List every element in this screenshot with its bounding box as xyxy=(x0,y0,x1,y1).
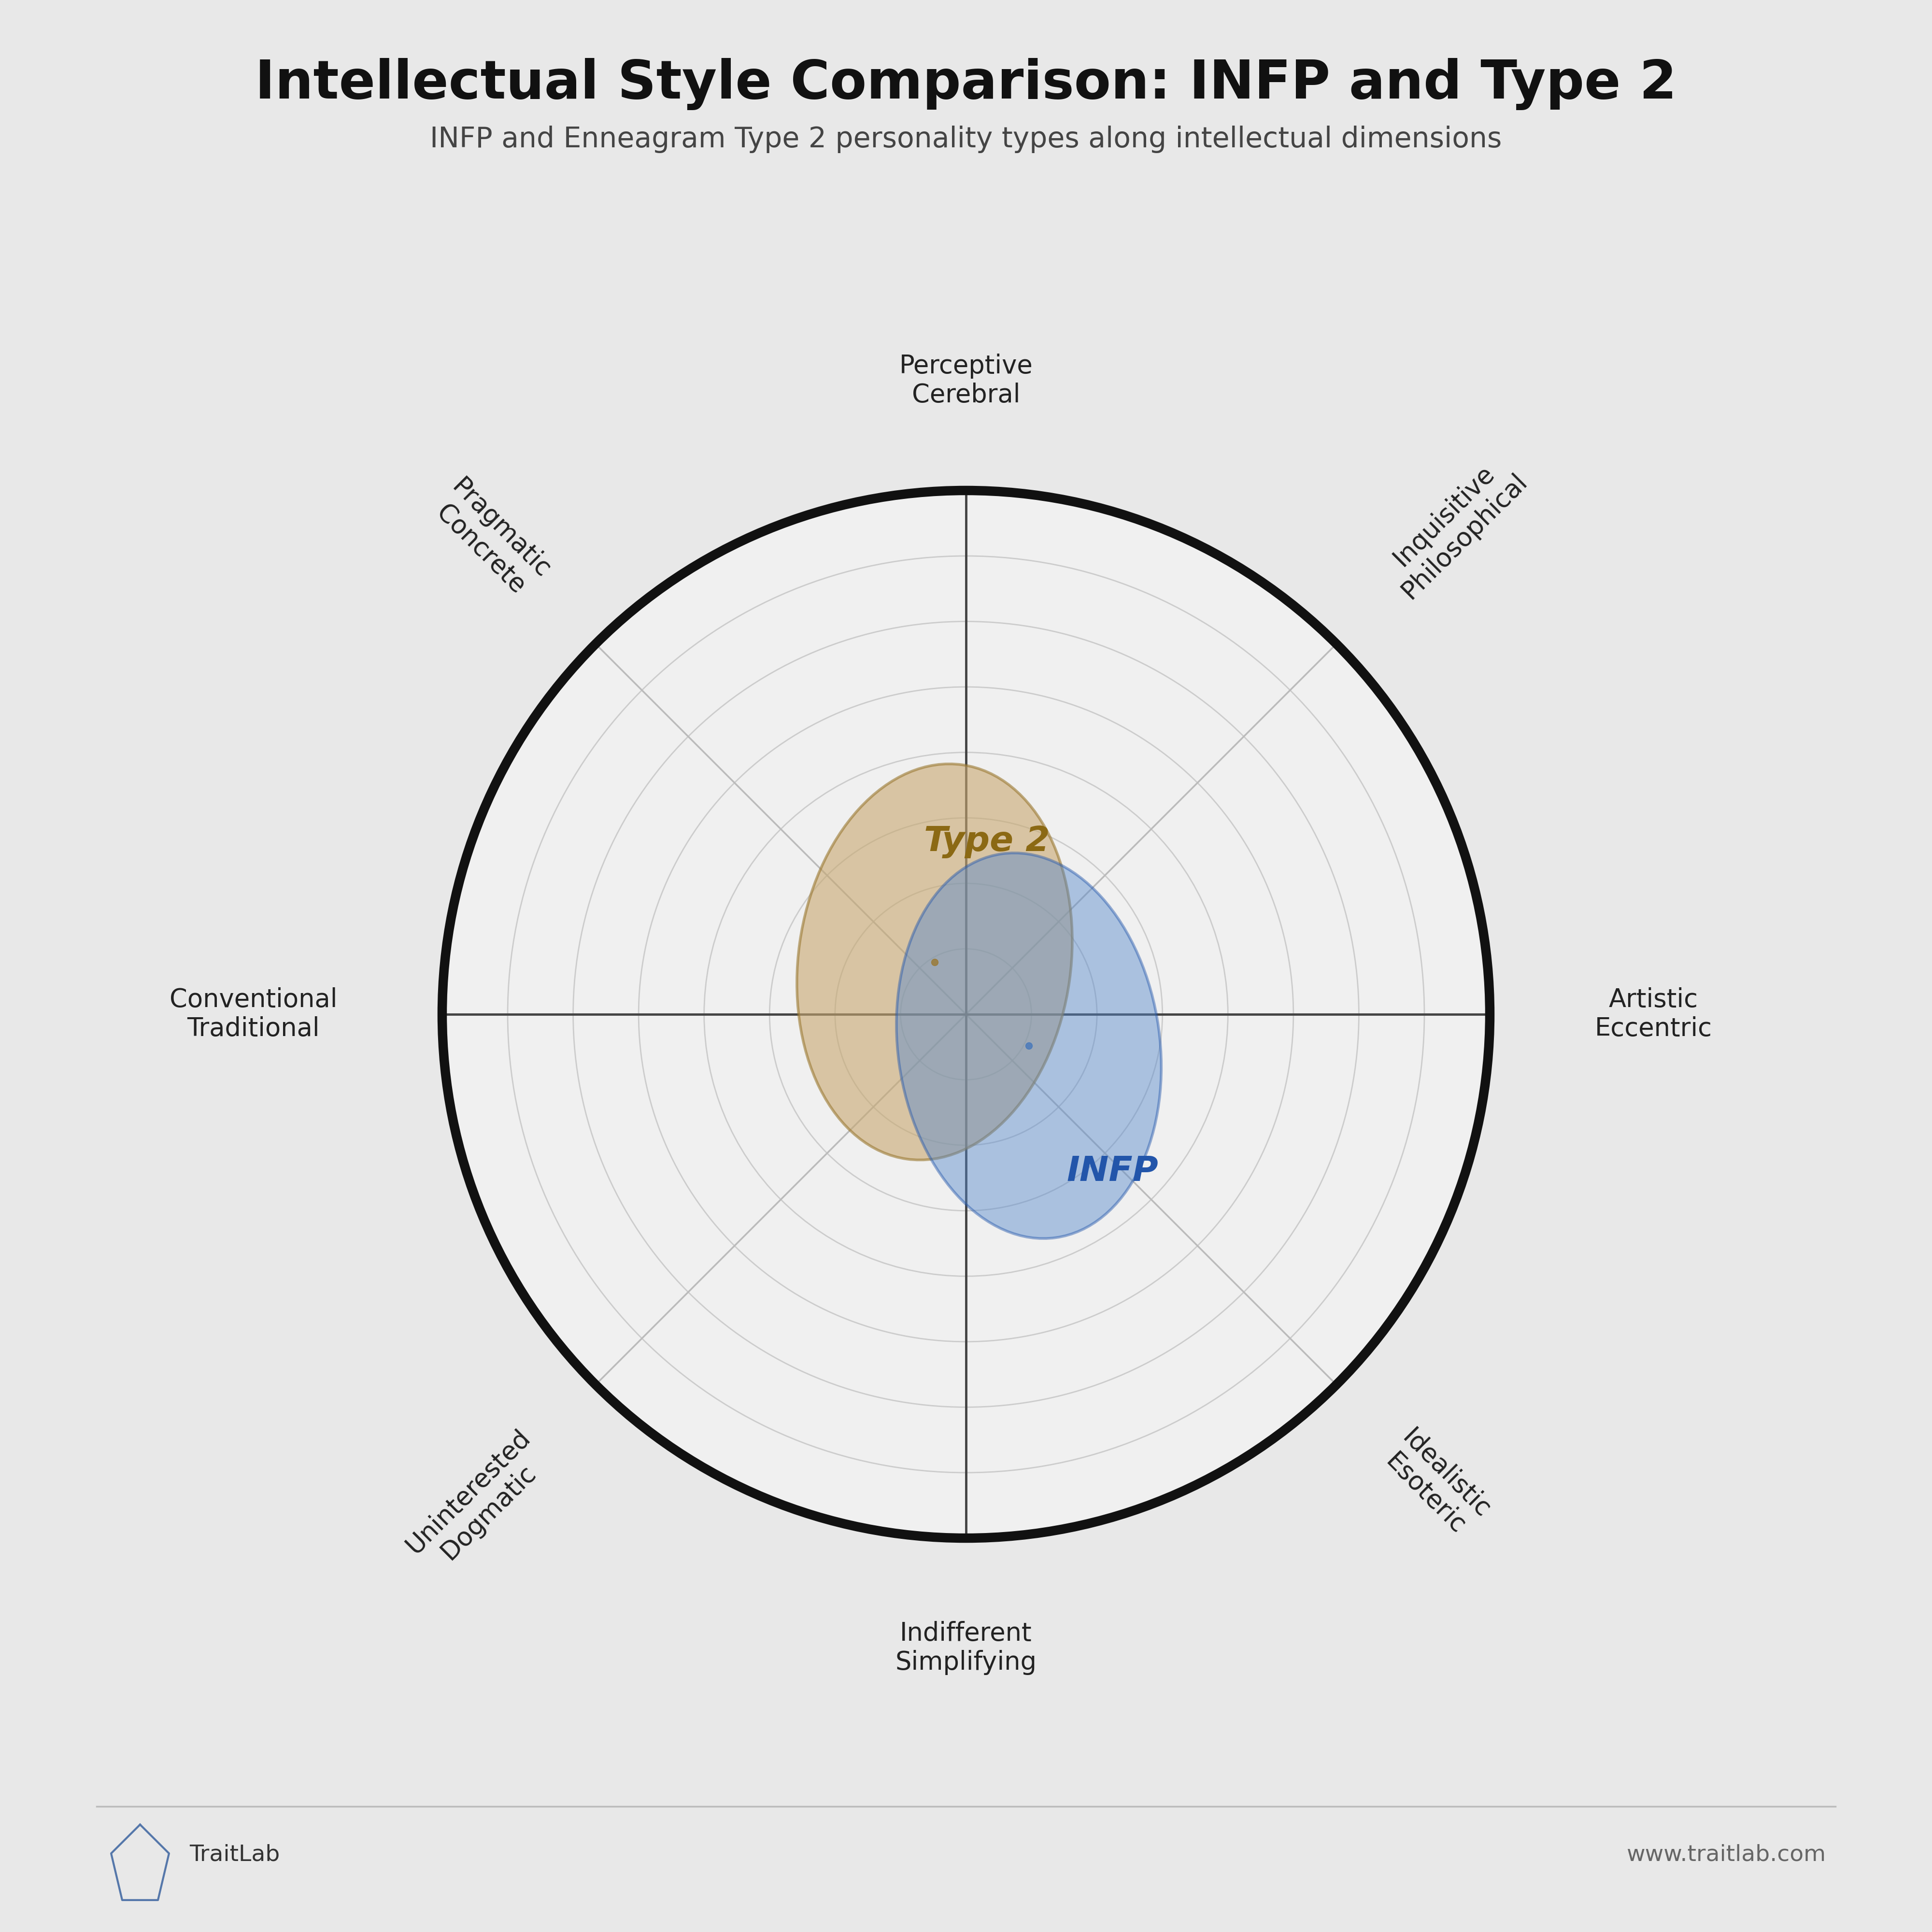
Ellipse shape xyxy=(896,852,1161,1238)
Text: Inquisitive
Philosophical: Inquisitive Philosophical xyxy=(1376,448,1532,605)
Text: Artistic
Eccentric: Artistic Eccentric xyxy=(1594,987,1712,1041)
Circle shape xyxy=(442,491,1490,1538)
Text: Indifferent
Simplifying: Indifferent Simplifying xyxy=(895,1621,1037,1675)
Text: Uninterested
Dogmatic: Uninterested Dogmatic xyxy=(402,1424,556,1578)
Text: Type 2: Type 2 xyxy=(923,825,1049,858)
Text: Conventional
Traditional: Conventional Traditional xyxy=(170,987,338,1041)
Ellipse shape xyxy=(796,763,1072,1159)
Text: INFP and Enneagram Type 2 personality types along intellectual dimensions: INFP and Enneagram Type 2 personality ty… xyxy=(431,126,1501,153)
Text: INFP: INFP xyxy=(1066,1155,1159,1188)
Text: Idealistic
Esoteric: Idealistic Esoteric xyxy=(1376,1424,1495,1544)
Text: Pragmatic
Concrete: Pragmatic Concrete xyxy=(427,475,556,605)
Text: Intellectual Style Comparison: INFP and Type 2: Intellectual Style Comparison: INFP and … xyxy=(255,58,1677,110)
Text: TraitLab: TraitLab xyxy=(189,1843,280,1866)
Text: www.traitlab.com: www.traitlab.com xyxy=(1627,1843,1826,1866)
Text: Perceptive
Cerebral: Perceptive Cerebral xyxy=(898,354,1034,408)
